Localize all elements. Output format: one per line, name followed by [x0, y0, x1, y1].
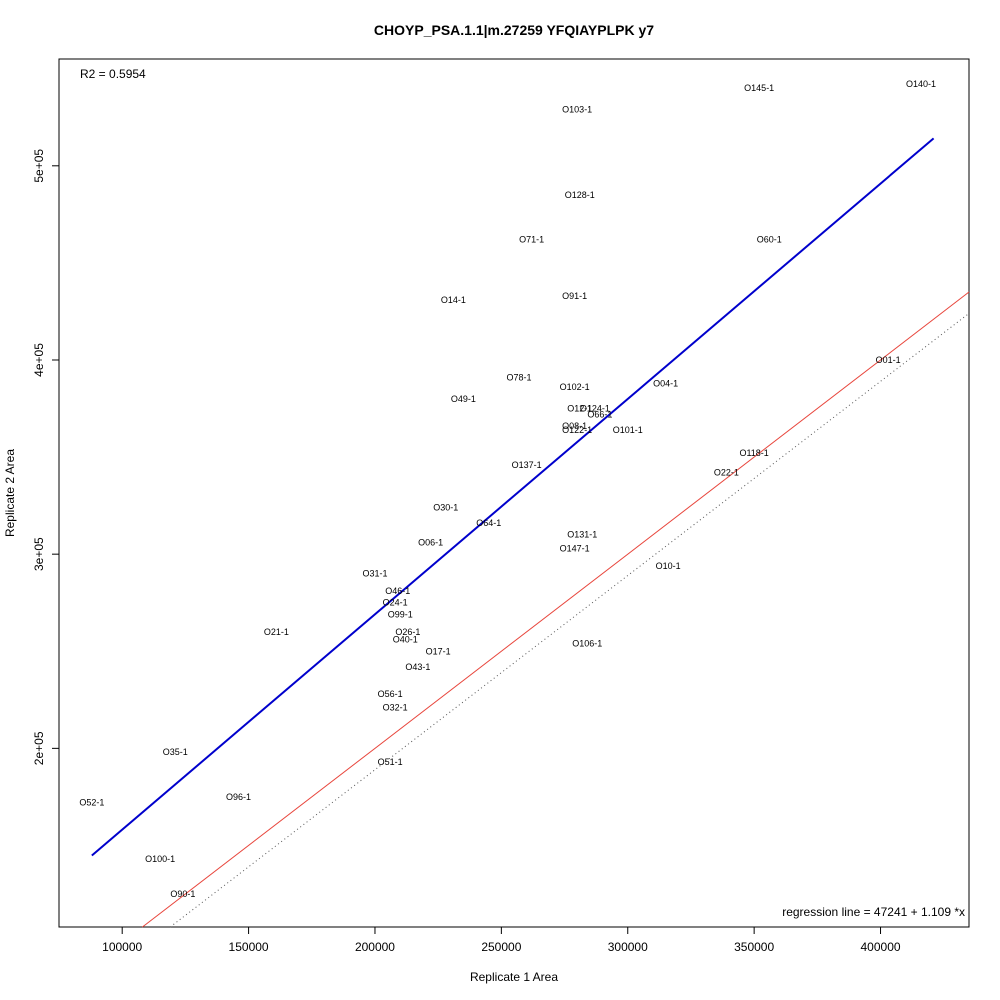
- regression-line: [91, 137, 935, 857]
- point-label: O06-1: [418, 538, 443, 548]
- point-label: O26-1: [395, 627, 420, 637]
- point-label: O43-1: [405, 662, 430, 672]
- x-tick-label: 100000: [102, 940, 142, 954]
- x-tick-label: 350000: [734, 940, 774, 954]
- x-tick-label: 200000: [355, 940, 395, 954]
- chart-title: CHOYP_PSA.1.1|m.27259 YFQIAYPLPK y7: [374, 22, 654, 38]
- point-label: O78-1: [507, 372, 532, 382]
- reference-lines: [91, 137, 970, 928]
- y-axis-label: Replicate 2 Area: [3, 449, 17, 537]
- point-label: O71-1: [519, 235, 544, 245]
- point-label: O08-1: [562, 421, 587, 431]
- point-label: O56-1: [378, 689, 403, 699]
- point-label: O04-1: [653, 378, 678, 388]
- point-label: O31-1: [362, 569, 387, 579]
- point-label: O96-1: [226, 792, 251, 802]
- point-label: O101-1: [613, 425, 643, 435]
- point-label: O46-1: [385, 586, 410, 596]
- point-label: O52-1: [79, 798, 104, 808]
- x-axis: 100000 150000 200000 250000 300000 350000 4000…: [102, 927, 901, 954]
- point-label: O103-1: [562, 104, 592, 114]
- point-label: O24-1: [383, 598, 408, 608]
- plot-area-frame: [58, 58, 970, 928]
- r2-annotation: R2 = 0.5954: [80, 67, 146, 81]
- x-tick-label: 250000: [481, 940, 521, 954]
- point-label: O49-1: [451, 394, 476, 404]
- point-label: O122-1: [562, 425, 592, 435]
- x-tick-label: 400000: [861, 940, 901, 954]
- point-label: O124-1: [580, 404, 610, 414]
- point-label: O131-1: [567, 530, 597, 540]
- x-tick-label: 150000: [229, 940, 269, 954]
- point-label: O137-1: [512, 460, 542, 470]
- point-label: O35-1: [163, 747, 188, 757]
- regression-annotation: regression line = 47241 + 1.109 *x: [782, 905, 965, 919]
- point-label: O12-1: [567, 404, 592, 414]
- point-label: O21-1: [264, 627, 289, 637]
- identity-line: [142, 291, 970, 928]
- x-tick-label: 300000: [608, 940, 648, 954]
- point-label: O99-1: [388, 609, 413, 619]
- point-label: O90-1: [170, 889, 195, 899]
- point-label: O14-1: [441, 295, 466, 305]
- point-label: O32-1: [383, 703, 408, 713]
- point-label: O145-1: [744, 83, 774, 93]
- y-tick-label: 4e+05: [32, 343, 46, 377]
- point-labels: O140-1 O145-1 O103-1 O128-1 O71-1 O60-1 O91-1 O…: [79, 79, 936, 899]
- x-axis-label: Replicate 1 Area: [470, 970, 558, 984]
- point-label: O64-1: [476, 518, 501, 528]
- point-label: O106-1: [572, 638, 602, 648]
- point-label: O22-1: [714, 468, 739, 478]
- point-label: O118-1: [739, 448, 768, 458]
- point-label: O140-1: [906, 79, 936, 89]
- y-axis: 2e+05 3e+05 4e+05 5e+05: [32, 149, 59, 765]
- point-label: O100-1: [145, 854, 175, 864]
- y-tick-label: 3e+05: [32, 537, 46, 571]
- point-label: O51-1: [378, 757, 403, 767]
- y-tick-label: 2e+05: [32, 731, 46, 765]
- point-label: O01-1: [876, 355, 901, 365]
- point-label: O147-1: [560, 543, 590, 553]
- point-label: O10-1: [656, 561, 681, 571]
- point-label: O128-1: [565, 190, 595, 200]
- point-label: O60-1: [757, 235, 782, 245]
- point-label: O17-1: [426, 646, 451, 656]
- y-tick-label: 5e+05: [32, 149, 46, 183]
- point-label: O66-1: [587, 409, 612, 419]
- point-label: O30-1: [433, 503, 458, 513]
- point-label: O40-1: [393, 635, 418, 645]
- point-label: O102-1: [560, 382, 590, 392]
- point-label: O91-1: [562, 291, 587, 301]
